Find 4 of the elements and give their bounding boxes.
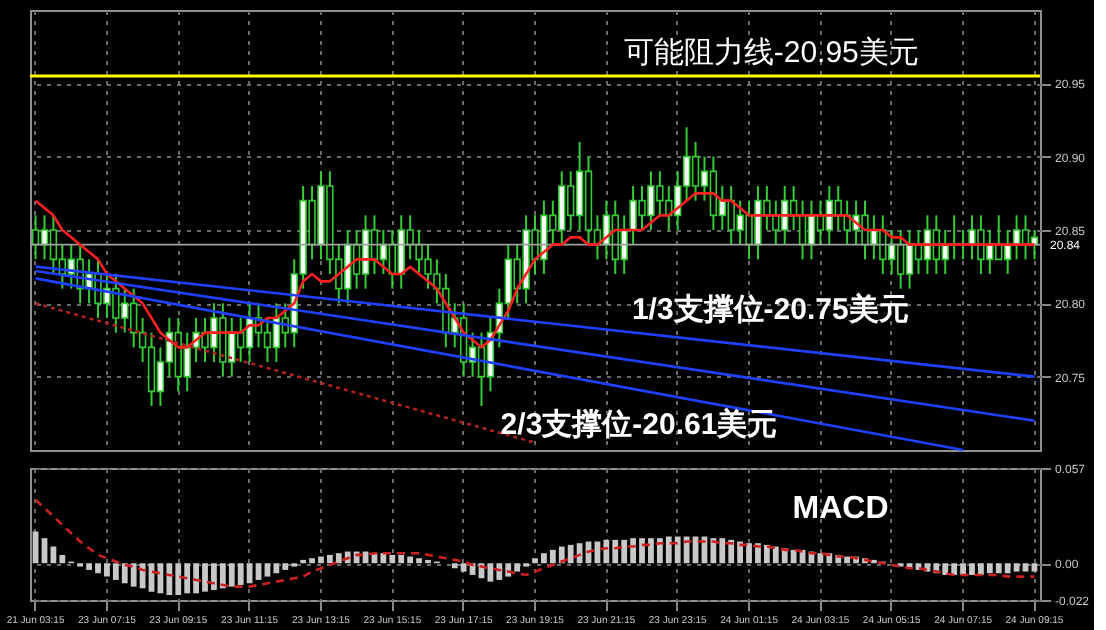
annotation: 1/3支撑位-20.75美元 [631, 291, 909, 328]
ref-line-label: 可能阻力线-20.95美元 [623, 36, 919, 70]
text: MACD [792, 491, 889, 526]
annotation: 2/3支撑位-20.61美元 [500, 405, 778, 442]
